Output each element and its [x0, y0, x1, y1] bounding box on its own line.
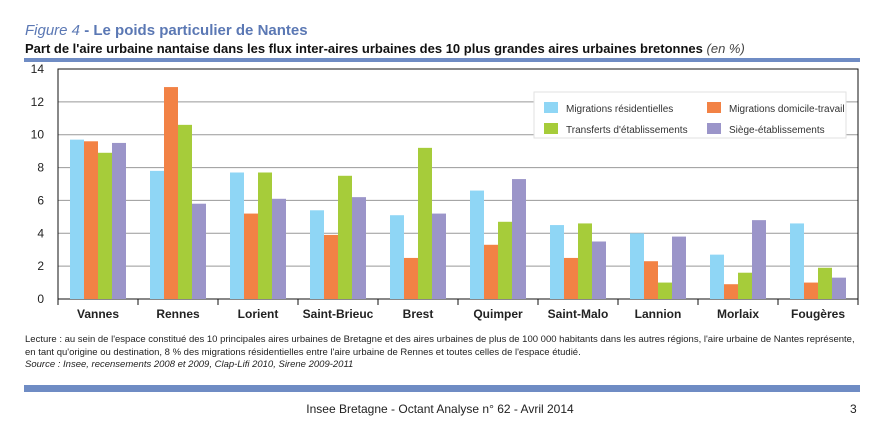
y-tick-label: 12 — [31, 95, 45, 109]
y-tick-label: 6 — [37, 193, 44, 207]
bar-saint-brieuc-series-1 — [324, 234, 338, 299]
bar-fougères-series-2 — [818, 267, 832, 299]
bar-lorient-series-0 — [230, 172, 244, 299]
subtitle-text: Part de l'aire urbaine nantaise dans les… — [25, 41, 707, 56]
x-tick-label: Fougères — [791, 307, 845, 321]
bar-rennes-series-0 — [150, 170, 164, 299]
legend-label: Siège-établissements — [729, 125, 825, 136]
bar-fougères-series-3 — [832, 277, 846, 299]
bar-lorient-series-1 — [244, 213, 258, 299]
y-tick-label: 0 — [37, 292, 44, 306]
bar-quimper-series-3 — [512, 179, 526, 299]
x-tick-label: Lannion — [635, 307, 682, 321]
legend-label: Migrations résidentielles — [566, 104, 673, 115]
x-tick-label: Rennes — [156, 307, 200, 321]
notes: Lecture : au sein de l'espace constitué … — [25, 334, 865, 372]
x-tick-label: Saint-Brieuc — [303, 307, 374, 321]
bar-morlaix-series-2 — [738, 272, 752, 299]
lecture-note: Lecture : au sein de l'espace constitué … — [25, 334, 855, 358]
figure-title: Figure 4 - Le poids particulier de Nante… — [25, 22, 308, 39]
chart-subtitle: Part de l'aire urbaine nantaise dans les… — [25, 41, 745, 56]
legend-swatch — [707, 123, 721, 134]
bar-brest-series-3 — [432, 213, 446, 299]
unit-label: (en %) — [706, 41, 745, 56]
footer-rule — [24, 385, 860, 392]
bar-lorient-series-3 — [272, 198, 286, 299]
bar-lannion-series-3 — [672, 236, 686, 299]
x-tick-label: Morlaix — [717, 307, 759, 321]
y-tick-label: 10 — [31, 128, 45, 142]
legend-swatch — [544, 102, 558, 113]
legend-box — [533, 91, 847, 139]
bar-saint-malo-series-2 — [578, 223, 592, 299]
x-tick-label: Vannes — [77, 307, 119, 321]
bar-brest-series-1 — [404, 257, 418, 299]
bar-lannion-series-0 — [630, 233, 644, 299]
bar-morlaix-series-3 — [752, 220, 766, 299]
y-tick-label: 4 — [37, 226, 44, 240]
bar-morlaix-series-1 — [724, 284, 738, 299]
x-tick-label: Lorient — [238, 307, 279, 321]
y-tick-label: 14 — [31, 62, 45, 76]
bar-fougères-series-1 — [804, 282, 818, 299]
footer-text: Insee Bretagne - Octant Analyse n° 62 - … — [306, 402, 574, 416]
bar-vannes-series-3 — [112, 142, 126, 299]
bar-vannes-series-1 — [84, 141, 98, 299]
bar-quimper-series-1 — [484, 244, 498, 299]
bar-saint-brieuc-series-2 — [338, 175, 352, 299]
bar-lannion-series-2 — [658, 282, 672, 299]
x-tick-label: Quimper — [473, 307, 523, 321]
bar-brest-series-2 — [418, 147, 432, 299]
legend-swatch — [544, 123, 558, 134]
bar-vannes-series-0 — [70, 139, 84, 299]
figure-label: Figure 4 — [25, 22, 81, 39]
bar-lannion-series-1 — [644, 261, 658, 299]
y-tick-label: 2 — [37, 259, 44, 273]
bar-morlaix-series-0 — [710, 254, 724, 299]
bar-fougères-series-0 — [790, 223, 804, 299]
bar-rennes-series-2 — [178, 124, 192, 299]
bar-lorient-series-2 — [258, 172, 272, 299]
title-text: - Le poids particulier de Nantes — [80, 22, 308, 39]
bar-saint-malo-series-3 — [592, 241, 606, 299]
bar-quimper-series-2 — [498, 221, 512, 299]
bar-brest-series-0 — [390, 215, 404, 299]
bar-quimper-series-0 — [470, 190, 484, 299]
legend-label: Transferts d'établissements — [566, 125, 688, 136]
bar-rennes-series-3 — [192, 203, 206, 299]
source-note: Source : Insee, recensements 2008 et 200… — [25, 359, 354, 370]
page-number: 3 — [850, 402, 857, 416]
bar-vannes-series-2 — [98, 152, 112, 299]
legend-label: Migrations domicile-travail — [729, 104, 845, 115]
y-tick-label: 8 — [37, 161, 44, 175]
bar-saint-brieuc-series-3 — [352, 197, 366, 299]
header-rule — [24, 58, 860, 62]
bar-saint-malo-series-0 — [550, 225, 564, 299]
x-tick-label: Saint-Malo — [548, 307, 609, 321]
legend-swatch — [707, 102, 721, 113]
bar-saint-malo-series-1 — [564, 257, 578, 299]
bar-rennes-series-1 — [164, 87, 178, 299]
bar-chart: 0 2 4 6 8 10 12 14 Vannes Rennes Lorient Saint-Brie… — [31, 62, 859, 321]
x-tick-label: Brest — [403, 307, 434, 321]
bar-saint-brieuc-series-0 — [310, 210, 324, 299]
